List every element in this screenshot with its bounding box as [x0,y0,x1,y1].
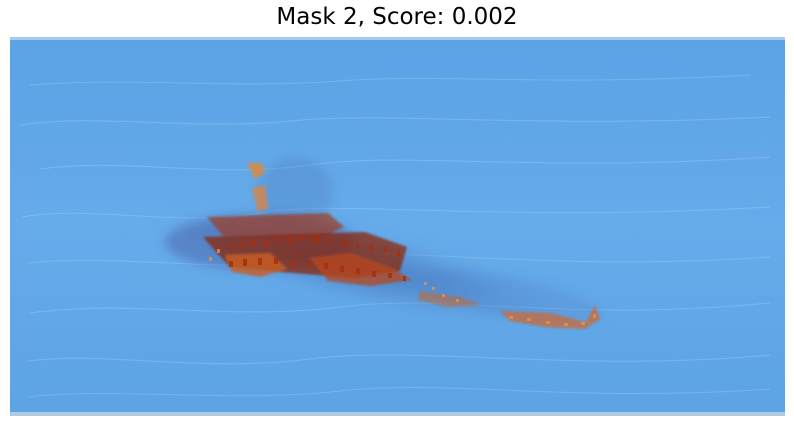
top-image-edge [10,37,785,40]
segmentation-image [10,37,785,416]
mask-edge-dots [209,249,596,326]
mask-dot-cluster [229,236,406,281]
water-background [10,37,785,416]
bottom-image-edge [10,412,785,416]
figure-title: Mask 2, Score: 0.002 [276,4,518,30]
segmentation-overlay-icon [10,37,785,416]
